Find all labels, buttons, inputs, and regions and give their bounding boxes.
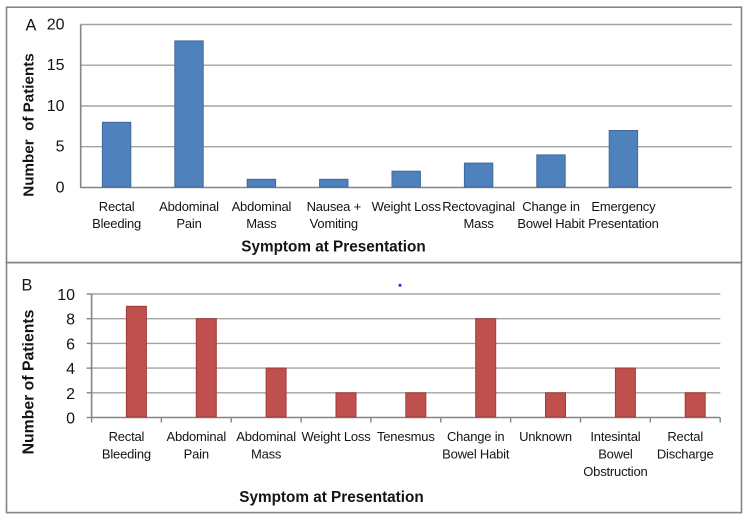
svg-text:Number of Patients: Number of Patients <box>21 53 38 196</box>
svg-text:Abdominal: Abdominal <box>236 429 296 444</box>
svg-text:Bleeding: Bleeding <box>102 447 151 462</box>
svg-text:Bleeding: Bleeding <box>92 216 141 231</box>
svg-text:Obstruction: Obstruction <box>583 464 647 479</box>
svg-text:Weight Loss: Weight Loss <box>372 199 442 214</box>
svg-text:Symptom at Presentation: Symptom at Presentation <box>239 489 423 506</box>
svg-text:Mass: Mass <box>251 447 282 462</box>
svg-text:Mass: Mass <box>463 216 494 231</box>
svg-text:Rectal: Rectal <box>99 199 135 214</box>
svg-text:0: 0 <box>66 411 75 428</box>
svg-text:15: 15 <box>47 57 65 74</box>
svg-text:8: 8 <box>66 312 75 329</box>
svg-text:2: 2 <box>66 386 75 403</box>
svg-text:Bowel Habit: Bowel Habit <box>517 216 585 231</box>
svg-text:Intesintal: Intesintal <box>590 429 640 444</box>
svg-text:Tenesmus: Tenesmus <box>377 429 435 444</box>
svg-text:Abdominal: Abdominal <box>159 199 219 214</box>
svg-text:20: 20 <box>47 17 65 34</box>
svg-text:Pain: Pain <box>176 216 201 231</box>
svg-text:Pain: Pain <box>184 447 209 462</box>
svg-text:Change in: Change in <box>447 429 504 444</box>
svg-text:Rectovaginal: Rectovaginal <box>442 199 515 214</box>
svg-text:Presentation: Presentation <box>588 216 659 231</box>
svg-text:Mass: Mass <box>246 216 277 231</box>
svg-text:Nausea +: Nausea + <box>307 199 361 214</box>
svg-text:Weight Loss: Weight Loss <box>301 429 371 444</box>
svg-text:Bowel: Bowel <box>598 447 633 462</box>
svg-text:Discharge: Discharge <box>657 447 714 462</box>
svg-text:4: 4 <box>66 361 75 378</box>
svg-text:0: 0 <box>56 180 65 197</box>
svg-text:Abdominal: Abdominal <box>166 429 226 444</box>
svg-text:Change in: Change in <box>522 199 579 214</box>
svg-text:A: A <box>26 17 37 35</box>
svg-text:Abdominal: Abdominal <box>232 199 292 214</box>
svg-text:10: 10 <box>47 98 65 115</box>
svg-text:Emergency: Emergency <box>591 199 656 214</box>
svg-text:Bowel Habit: Bowel Habit <box>442 447 510 462</box>
svg-text:Symptom at Presentation: Symptom at Presentation <box>241 239 425 256</box>
svg-text:Vomiting: Vomiting <box>310 216 358 231</box>
svg-text:B: B <box>22 276 33 294</box>
svg-text:Number of Patients: Number of Patients <box>21 309 38 454</box>
svg-text:10: 10 <box>57 287 75 304</box>
svg-text:6: 6 <box>66 336 75 353</box>
svg-text:Rectal: Rectal <box>667 429 703 444</box>
svg-text:5: 5 <box>56 139 65 156</box>
svg-text:Unknown: Unknown <box>519 429 572 444</box>
svg-text:Rectal: Rectal <box>109 429 145 444</box>
